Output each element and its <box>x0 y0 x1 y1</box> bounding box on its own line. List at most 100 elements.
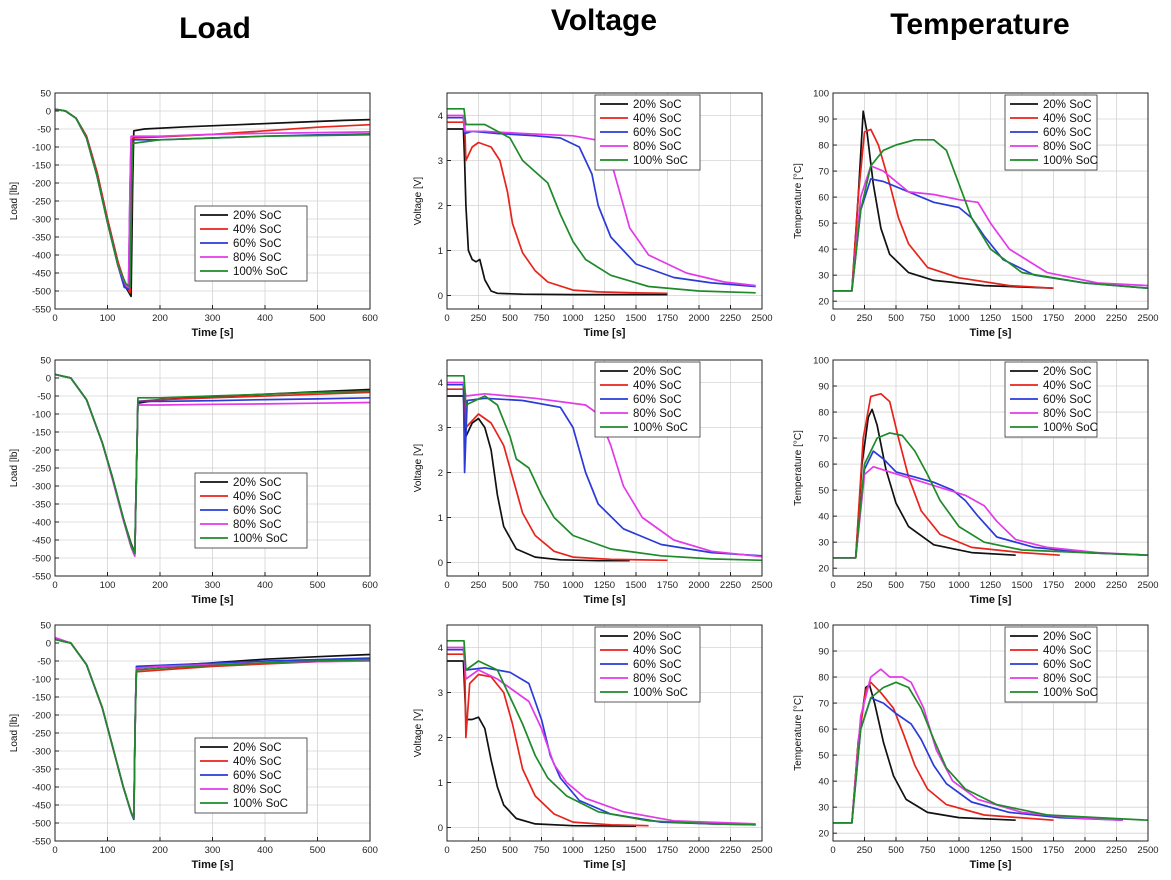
x-tick-label: 0 <box>52 580 57 591</box>
y-tick-label: -300 <box>32 214 51 225</box>
x-tick-label: 500 <box>310 313 326 324</box>
x-tick-label: 500 <box>502 845 518 856</box>
legend-label-20-soc: 20% SoC <box>633 631 682 643</box>
x-tick-label: 750 <box>534 313 550 324</box>
x-tick-label: 500 <box>310 580 326 591</box>
y-tick-label: 20 <box>818 296 829 307</box>
legend-label-60-soc: 60% SoC <box>1043 659 1092 671</box>
x-axis-label: Time [s] <box>584 594 626 606</box>
y-axis-label: Load [lb] <box>9 714 20 753</box>
y-tick-label: 50 <box>818 218 829 229</box>
y-tick-label: -150 <box>32 160 51 171</box>
x-tick-label: 1000 <box>948 313 969 324</box>
x-tick-label: 1000 <box>562 580 583 591</box>
y-tick-label: -150 <box>32 692 51 703</box>
x-tick-label: 250 <box>471 313 487 324</box>
y-tick-label: 70 <box>818 433 829 444</box>
x-tick-label: 100 <box>100 845 116 856</box>
legend-label-60-soc: 60% SoC <box>633 127 682 139</box>
y-tick-label: 60 <box>818 192 829 203</box>
x-tick-label: 750 <box>534 580 550 591</box>
y-tick-label: 2 <box>438 201 443 212</box>
y-tick-label: -350 <box>32 499 51 510</box>
y-tick-label: -400 <box>32 250 51 261</box>
x-axis-label: Time [s] <box>970 859 1012 871</box>
y-tick-label: -250 <box>32 463 51 474</box>
x-tick-label: 500 <box>502 580 518 591</box>
y-tick-label: 100 <box>813 620 829 631</box>
x-tick-label: 300 <box>205 313 221 324</box>
series-line-20-soc <box>447 395 630 562</box>
y-tick-label: 4 <box>438 378 443 389</box>
plot-frame <box>832 92 1149 310</box>
column-header-temperature: Temperature <box>890 8 1070 41</box>
x-tick-label: 300 <box>205 580 221 591</box>
y-tick-label: 100 <box>813 88 829 99</box>
x-tick-label: 750 <box>920 580 936 591</box>
y-tick-label: 80 <box>818 672 829 683</box>
x-tick-label: 2000 <box>688 313 709 324</box>
x-tick-label: 0 <box>52 313 57 324</box>
x-tick-label: 0 <box>830 580 835 591</box>
x-tick-label: 1750 <box>657 580 678 591</box>
x-tick-label: 1500 <box>625 313 646 324</box>
x-tick-label: 2500 <box>1137 845 1158 856</box>
x-tick-label: 2000 <box>688 580 709 591</box>
legend-label-80-soc: 80% SoC <box>1043 141 1092 153</box>
y-tick-label: 80 <box>818 140 829 151</box>
y-tick-label: -550 <box>32 836 51 847</box>
x-axis-label: Time [s] <box>970 327 1012 339</box>
x-tick-label: 2250 <box>1106 313 1127 324</box>
series-line-100-soc <box>55 108 370 288</box>
y-axis-label: Voltage [V] <box>413 177 424 226</box>
x-tick-label: 1250 <box>594 313 615 324</box>
y-tick-label: 30 <box>818 270 829 281</box>
x-tick-label: 2250 <box>720 845 741 856</box>
y-tick-label: -450 <box>32 800 51 811</box>
legend-label-40-soc: 40% SoC <box>633 380 682 392</box>
x-tick-label: 100 <box>100 580 116 591</box>
y-tick-label: 2 <box>438 468 443 479</box>
series-line-80-soc <box>833 165 1148 292</box>
y-tick-label: 0 <box>438 558 443 569</box>
legend-label-80-soc: 80% SoC <box>633 673 682 685</box>
series-line-60-soc <box>447 383 762 557</box>
legend-label-20-soc: 20% SoC <box>633 99 682 111</box>
x-tick-label: 250 <box>857 580 873 591</box>
x-tick-label: 2000 <box>1074 845 1095 856</box>
y-tick-label: -200 <box>32 445 51 456</box>
legend-label-100-soc: 100% SoC <box>233 798 288 810</box>
y-tick-label: 80 <box>818 407 829 418</box>
legend-label-60-soc: 60% SoC <box>1043 127 1092 139</box>
load-chart-row-1: -550-500-450-400-350-300-250-200-150-100… <box>9 88 378 339</box>
x-tick-label: 2500 <box>1137 580 1158 591</box>
y-tick-label: -100 <box>32 409 51 420</box>
legend-label-100-soc: 100% SoC <box>1043 687 1098 699</box>
y-tick-label: 50 <box>40 88 51 99</box>
series-line-100-soc <box>447 107 756 294</box>
y-tick-label: 3 <box>438 156 443 167</box>
legend-label-40-soc: 40% SoC <box>233 224 282 236</box>
plot-frame <box>54 92 371 310</box>
x-tick-label: 1500 <box>1011 313 1032 324</box>
y-axis-label: Temperature [°C] <box>793 163 804 239</box>
y-tick-label: 40 <box>818 511 829 522</box>
series-line-40-soc <box>447 121 668 295</box>
column-header-voltage: Voltage <box>550 4 658 37</box>
x-axis-label: Time [s] <box>192 327 234 339</box>
x-tick-label: 2000 <box>1074 313 1095 324</box>
y-tick-label: -300 <box>32 481 51 492</box>
y-tick-label: 0 <box>438 823 443 834</box>
x-axis-label: Time [s] <box>192 594 234 606</box>
y-axis-label: Voltage [V] <box>413 444 424 493</box>
x-tick-label: 600 <box>362 313 378 324</box>
y-tick-label: 4 <box>438 643 443 654</box>
x-tick-label: 1250 <box>594 845 615 856</box>
series-line-100-soc <box>55 373 370 555</box>
legend-label-100-soc: 100% SoC <box>1043 155 1098 167</box>
y-tick-label: 50 <box>40 355 51 366</box>
y-tick-label: -550 <box>32 571 51 582</box>
x-tick-label: 400 <box>257 845 273 856</box>
legend-label-60-soc: 60% SoC <box>633 659 682 671</box>
x-tick-label: 1000 <box>562 845 583 856</box>
